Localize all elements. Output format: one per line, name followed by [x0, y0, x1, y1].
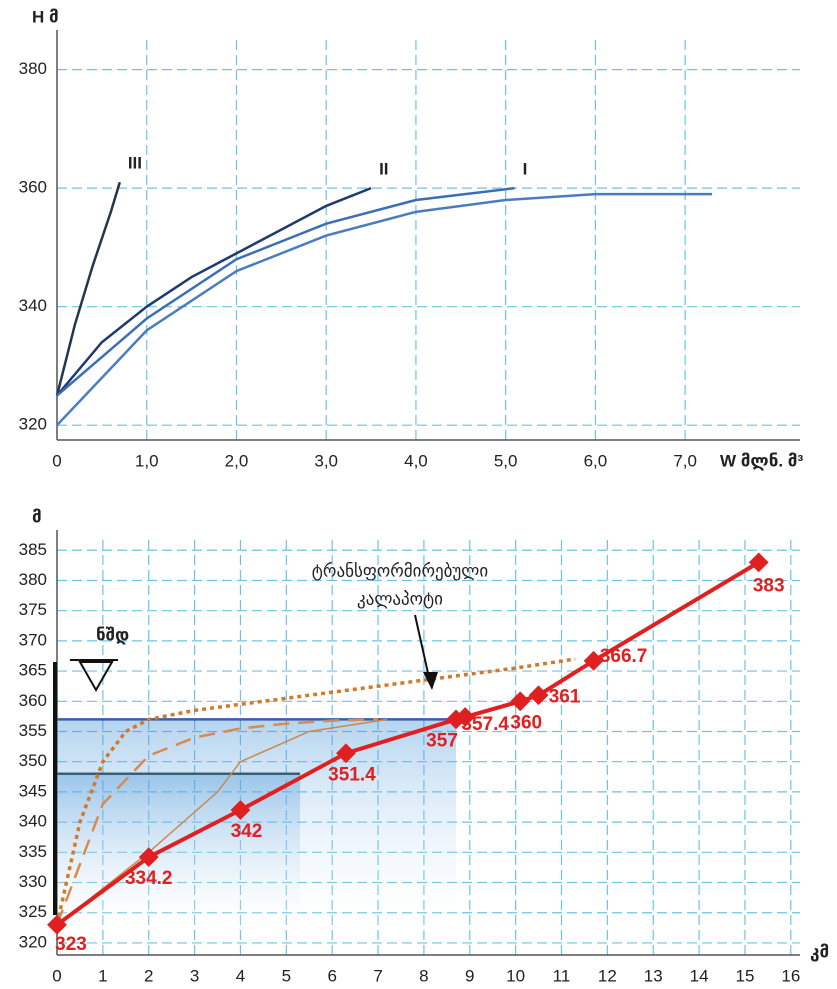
series-line [55, 657, 576, 926]
y-tick-label: 350 [19, 751, 47, 770]
level-label: ნშდ [96, 625, 129, 644]
x-tick-label: 4,0 [404, 451, 428, 470]
x-tick-label: 16 [781, 966, 800, 985]
value-label: 383 [753, 575, 785, 596]
x-tick-label: 1,0 [135, 451, 159, 470]
x-tick-label: 9 [465, 966, 474, 985]
point-marker [510, 691, 531, 712]
level-triangle [78, 661, 114, 693]
x-tick-label: 7,0 [673, 451, 697, 470]
y-tick-label: 360 [19, 178, 47, 197]
x-tick-label: 12 [598, 966, 617, 985]
point-marker [748, 552, 769, 573]
y-tick-label: 360 [19, 691, 47, 710]
x-tick-label: 1 [98, 966, 107, 985]
x-tick-label: 14 [690, 966, 709, 985]
x-tick-label: 5 [282, 966, 291, 985]
value-label: 357.4 [461, 714, 509, 735]
x-tick-label: 0 [52, 966, 61, 985]
series-line [56, 192, 713, 427]
series-line [56, 186, 515, 397]
series-label: II [379, 160, 388, 179]
y-tick-label: 325 [19, 902, 47, 921]
annotation: კალაპოტი [357, 589, 443, 608]
x-tick-label: 15 [736, 966, 755, 985]
series-label: III [128, 154, 142, 173]
x-tick-label: 4 [236, 966, 245, 985]
x-tick-label: 10 [506, 966, 525, 985]
value-label: 342 [231, 821, 263, 842]
value-label: 334.2 [125, 868, 173, 889]
series-line [56, 718, 388, 926]
x-axis-label: კმ [810, 942, 829, 961]
point-marker [336, 743, 356, 764]
x-tick-label: 2 [144, 966, 153, 985]
annotation-arrow [414, 614, 431, 683]
y-axis-label: მ [32, 507, 42, 526]
point-marker [528, 685, 549, 706]
y-tick-label: 380 [19, 59, 47, 78]
point-marker [583, 650, 604, 671]
point-marker [455, 707, 476, 727]
x-tick-label: 2,0 [225, 451, 249, 470]
y-tick-label: 320 [19, 415, 47, 434]
x-tick-label: 8 [419, 966, 428, 985]
series-line [55, 718, 379, 926]
x-tick-label: 13 [644, 966, 663, 985]
annotation: ტრანსფორმირებული [312, 561, 488, 580]
y-tick-label: 320 [19, 932, 47, 951]
y-tick-label: 385 [19, 540, 47, 559]
y-tick-label: 380 [19, 570, 47, 589]
value-label: 351.4 [328, 764, 376, 785]
value-label: 357 [426, 730, 458, 751]
x-tick-label: 5,0 [494, 451, 518, 470]
value-label: 360 [510, 712, 542, 733]
series-label: I [523, 160, 528, 179]
x-tick-label: 6 [327, 966, 336, 985]
y-tick-label: 375 [19, 600, 47, 619]
y-tick-label: 330 [19, 872, 47, 891]
y-tick-label: 340 [19, 296, 47, 315]
series-line [56, 186, 372, 397]
y-axis-label: H მ [32, 7, 59, 26]
x-tick-label: 7 [373, 966, 382, 985]
arrow-head [423, 672, 438, 690]
y-tick-label: 335 [19, 842, 47, 861]
series-line [55, 181, 122, 396]
x-tick-label: 0 [52, 451, 61, 470]
value-label: 361 [549, 686, 581, 707]
y-tick-label: 340 [19, 812, 47, 831]
x-tick-label: 3,0 [314, 451, 338, 470]
x-tick-label: 6,0 [584, 451, 608, 470]
x-tick-label: 11 [553, 966, 571, 985]
y-tick-label: 370 [19, 630, 47, 649]
y-tick-label: 365 [19, 661, 47, 680]
y-tick-label: 345 [19, 781, 47, 800]
value-label: 366.7 [600, 646, 648, 667]
y-tick-label: 355 [19, 721, 47, 740]
x-axis-label: W მლნ. მ³ [720, 451, 803, 470]
x-tick-label: 3 [190, 966, 199, 985]
value-label: 323 [55, 934, 87, 955]
